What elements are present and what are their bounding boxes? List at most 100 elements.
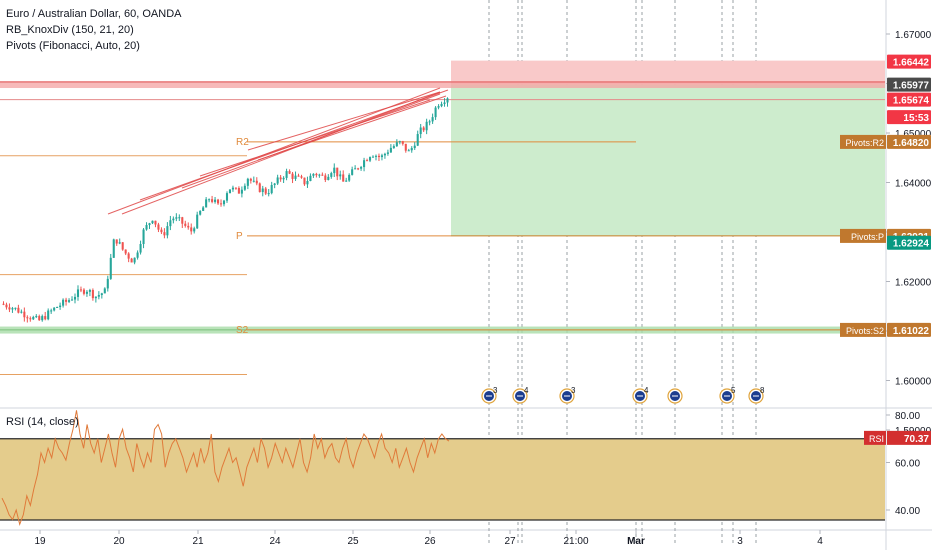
candle-body xyxy=(20,311,23,313)
pivot-tag-text: Pivots:P xyxy=(851,232,884,242)
event-marker[interactable]: 4 xyxy=(512,386,529,404)
candle-body xyxy=(121,242,124,250)
candle-body xyxy=(333,167,336,174)
pivot-tag-bg xyxy=(840,134,886,149)
time-tick-label: 26 xyxy=(424,536,436,547)
price-label-text: 1.66442 xyxy=(893,58,930,69)
candle-body xyxy=(190,227,193,232)
candle-body xyxy=(243,185,246,190)
candle-body xyxy=(47,310,50,320)
time-tick-label: 21:00 xyxy=(563,536,588,547)
pivot-label-s2: S2 xyxy=(236,325,249,336)
candle-body xyxy=(214,199,217,202)
candle-body xyxy=(410,148,413,151)
candle-body xyxy=(231,187,234,190)
candle-body xyxy=(133,257,136,263)
candle-body xyxy=(434,107,437,118)
rsi-line xyxy=(1,410,450,526)
candle-body xyxy=(166,226,169,236)
time-tick-label: 4 xyxy=(817,536,823,547)
candle-body xyxy=(330,173,333,177)
candle-body xyxy=(211,199,214,202)
price-label: 1.64820 xyxy=(887,134,931,149)
time-tick-label: 20 xyxy=(113,536,125,547)
candle-body xyxy=(267,193,270,195)
candle-body xyxy=(91,290,94,299)
pivot-label-r2: R2 xyxy=(236,137,249,148)
candle-body xyxy=(219,203,223,205)
rsi-legend[interactable]: RSI (14, close) xyxy=(6,416,79,428)
candle-body xyxy=(407,150,410,152)
pivot-label-p: P xyxy=(236,231,243,242)
candle-body xyxy=(88,290,91,292)
candle-body xyxy=(62,299,65,306)
price-label: 1.62924 xyxy=(887,235,931,250)
event-marker[interactable] xyxy=(667,388,683,404)
event-marker[interactable]: 8 xyxy=(748,386,765,404)
pivot-tag-text: Pivots:S2 xyxy=(846,326,884,336)
candle-body xyxy=(222,200,226,205)
candle-body xyxy=(35,316,38,318)
candle-body xyxy=(193,228,196,232)
candle-body xyxy=(187,225,190,228)
candle-body xyxy=(366,160,369,162)
candle-body xyxy=(261,188,264,193)
candle-body xyxy=(139,244,142,253)
candle-body xyxy=(413,145,416,149)
candle-body xyxy=(32,316,35,320)
pivot-tag-bg xyxy=(840,228,886,243)
time-tick-label: 27 xyxy=(504,536,516,547)
candle-body xyxy=(377,155,381,158)
time-tick-label: 25 xyxy=(347,536,359,547)
candles xyxy=(2,97,449,323)
event-marker-count: 8 xyxy=(760,386,765,395)
candle-body xyxy=(371,156,375,158)
event-marker[interactable]: 3 xyxy=(559,386,576,404)
candle-body xyxy=(368,157,372,161)
candle-body xyxy=(249,178,252,181)
candle-body xyxy=(309,175,312,182)
indicator-pivots[interactable]: Pivots (Fibonacci, Auto, 20) xyxy=(6,40,140,52)
candle-body xyxy=(264,188,267,194)
event-marker[interactable]: 5 xyxy=(719,386,736,404)
price-tick-label: 1.65000 xyxy=(895,129,932,140)
candle-body xyxy=(109,257,112,279)
candle-body xyxy=(202,207,205,211)
candle-body xyxy=(404,143,407,151)
candle-body xyxy=(11,308,14,310)
price-label-text: 1.65977 xyxy=(893,81,930,92)
candle-body xyxy=(38,316,41,321)
candle-body xyxy=(246,178,249,186)
event-marker[interactable]: 4 xyxy=(632,386,649,404)
candle-body xyxy=(85,291,88,294)
candle-body xyxy=(374,155,378,157)
price-label: 15:53 xyxy=(887,110,931,125)
price-label-bg xyxy=(887,110,931,125)
candle-body xyxy=(136,252,139,258)
candle-body xyxy=(169,220,172,227)
candle-body xyxy=(112,239,115,258)
candle-body xyxy=(41,316,44,321)
candle-body xyxy=(240,189,243,194)
candle-body xyxy=(300,176,303,178)
candle-body xyxy=(279,177,282,180)
candle-body xyxy=(431,117,434,122)
stop-loss-zone xyxy=(451,60,885,85)
candle-body xyxy=(386,152,389,154)
take-profit-zone xyxy=(451,84,885,236)
divergence-line xyxy=(247,91,441,151)
candle-body xyxy=(398,141,401,143)
candle-body xyxy=(115,239,118,244)
candle-body xyxy=(422,127,425,131)
candle-body xyxy=(53,307,56,311)
candle-body xyxy=(208,199,211,201)
candle-body xyxy=(205,199,208,208)
candle-body xyxy=(306,181,309,185)
divergence-line xyxy=(121,91,441,215)
candle-body xyxy=(321,174,324,176)
price-label: 1.66442 xyxy=(887,54,931,69)
event-marker[interactable]: 3 xyxy=(481,386,498,404)
indicator-knoxdiv[interactable]: RB_KnoxDiv (150, 21, 20) xyxy=(6,24,134,36)
